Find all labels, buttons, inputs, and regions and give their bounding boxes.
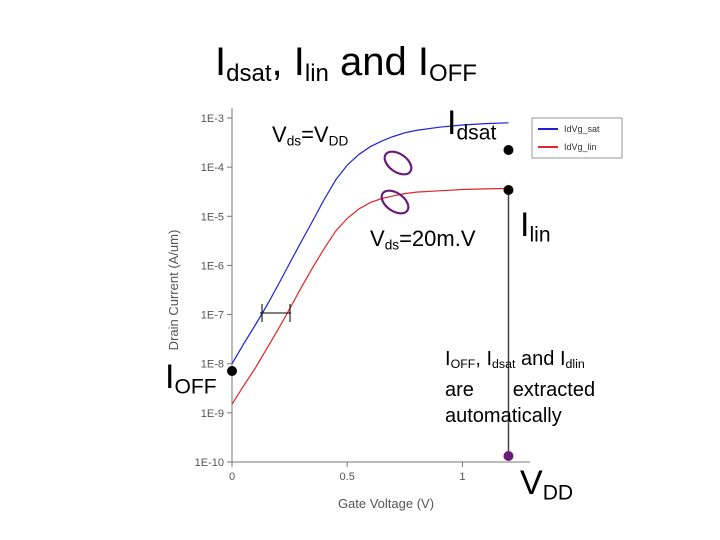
x-axis-title: Gate Voltage (V): [338, 496, 434, 511]
vdd-label: VDD: [520, 464, 574, 505]
lin-region-ellipse: [380, 189, 410, 215]
y-tick-label: 1E-3: [201, 113, 224, 125]
legend-entry: IdVg_lin: [564, 142, 597, 152]
idsat-label: Idsat: [447, 104, 497, 145]
slide-title: Idsat, Ilin and IOFF: [215, 40, 477, 87]
ioff-marker: [227, 366, 237, 376]
extraction-note-line-2: are extracted: [445, 379, 596, 402]
chart-legend: IdVg_sat IdVg_lin: [531, 117, 623, 159]
y-tick-label: 1E-8: [201, 359, 224, 371]
x-tick-label: 1: [459, 471, 465, 483]
legend-entry: IdVg_sat: [564, 124, 600, 134]
extraction-note-line-3: automatically: [445, 405, 562, 428]
y-tick-label: 1E-9: [201, 408, 224, 420]
sat-region-ellipse: [383, 150, 413, 176]
vds-20mv-label: Vds=20m.V: [370, 226, 476, 253]
ilin-label: Ilin: [520, 206, 551, 247]
y-axis-title: Drain Current (A/um): [166, 230, 181, 351]
series-line-idvg-sat: [231, 122, 509, 365]
ioff-label: IOFF: [165, 358, 217, 399]
x-tick-label: 0: [229, 471, 235, 483]
extraction-note: IOFF, Idsat and Idlin are extracted auto…: [445, 346, 595, 429]
chart-series: [231, 122, 509, 405]
series-line-idvg-lin: [231, 187, 509, 405]
legend-box: [531, 117, 623, 159]
y-tick-label: 1E-6: [201, 260, 224, 272]
vds-vdd-label: Vds=VDD: [272, 122, 349, 149]
x-tick-label: 0.5: [340, 471, 355, 483]
y-tick-label: 1E-4: [201, 162, 224, 174]
ilin-marker: [503, 185, 514, 195]
vdd-marker: [503, 451, 514, 461]
idsat-marker: [503, 145, 514, 155]
chart-annotations: [227, 145, 514, 461]
y-tick-label: 1E-10: [195, 457, 224, 469]
y-tick-label: 1E-5: [201, 211, 224, 223]
y-tick-label: 1E-7: [201, 310, 224, 322]
chart-axes: 1E-3 1E-4 1E-5 1E-6 1E-7 1E-8 1E-9 1E-10 0 0.5 1 Ga…: [166, 108, 530, 511]
extraction-note-line-1: IOFF, Idsat and Idlin: [445, 348, 585, 372]
